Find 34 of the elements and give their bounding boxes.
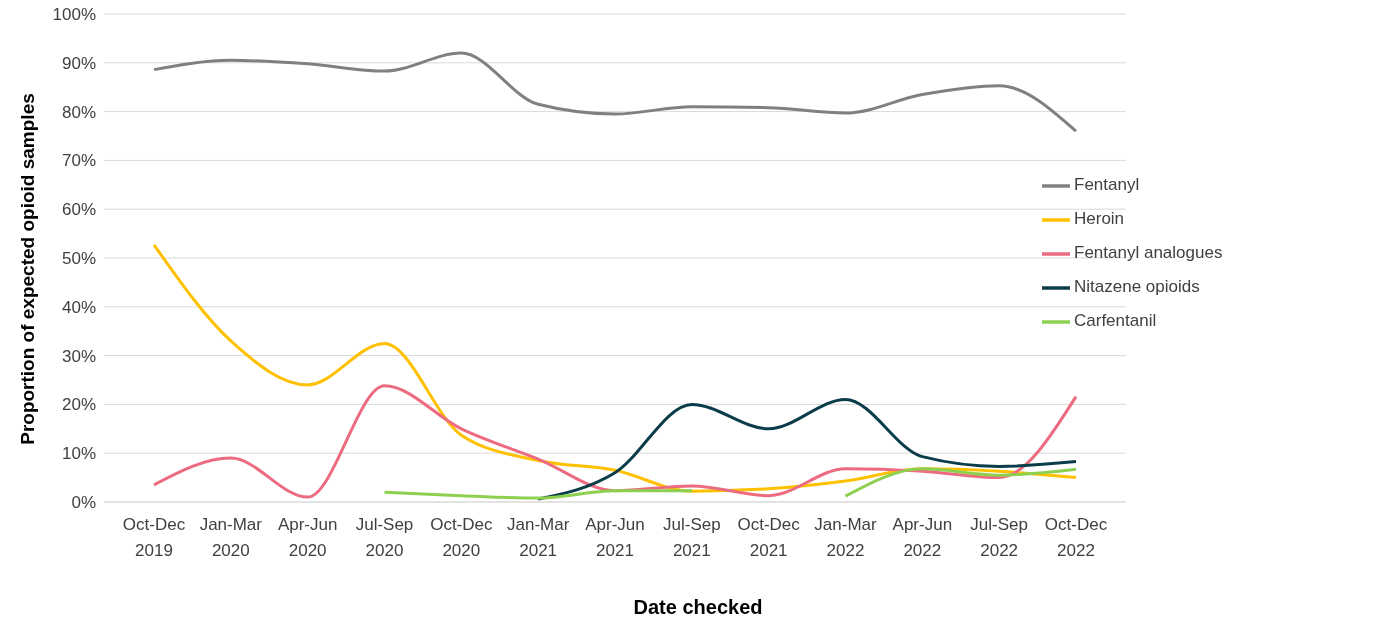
legend-label: Heroin <box>1074 209 1125 228</box>
x-tick-label: Oct-Dec 2020 <box>430 515 493 560</box>
y-tick-label: 90% <box>61 53 96 73</box>
y-tick-label: 60% <box>61 200 96 220</box>
x-tick-label: Jan-Mar 2021 <box>506 515 570 560</box>
y-tick-label: 40% <box>61 297 96 317</box>
legend-label: Fentanyl analogues <box>1074 243 1223 262</box>
x-tick-label: Jan-Mar 2020 <box>199 515 263 560</box>
x-tick-label: Oct-Dec 2022 <box>1044 515 1108 560</box>
x-tick-label: Jul-Sep 2021 <box>663 515 721 560</box>
legend-label: Carfentanil <box>1074 311 1157 330</box>
line-series <box>152 384 1078 499</box>
y-tick-label: 30% <box>61 346 96 366</box>
x-tick-label: Apr-Jun 2021 <box>585 515 645 560</box>
y-tick-label: 100% <box>52 5 96 25</box>
y-tick-label: 0% <box>71 493 96 513</box>
y-tick-label: 80% <box>61 102 96 122</box>
y-tick-label: 70% <box>61 151 96 171</box>
y-axis-title: Proportion of expected opioid samples <box>17 92 39 447</box>
x-tick-label: Apr-Jun 2022 <box>892 515 953 560</box>
x-tick-label: Oct-Dec 2021 <box>737 515 801 560</box>
x-axis-title: Date checked <box>632 596 764 619</box>
legend-label: Fentanyl <box>1074 175 1140 194</box>
y-tick-label: 10% <box>61 444 96 464</box>
x-tick-label: Apr-Jun 2020 <box>277 515 338 560</box>
y-tick-label: 50% <box>61 249 96 269</box>
legend-label: Nitazene opioids <box>1074 277 1200 296</box>
line-series <box>152 51 1078 133</box>
line-series <box>536 398 1078 501</box>
x-tick-label: Jul-Sep 2020 <box>355 515 414 560</box>
x-tick-label: Oct-Dec 2019 <box>122 515 186 560</box>
x-tick-label: Jul-Sep 2022 <box>970 515 1028 560</box>
y-tick-label: 20% <box>61 395 96 415</box>
x-tick-label: Jan-Mar 2022 <box>814 515 878 560</box>
